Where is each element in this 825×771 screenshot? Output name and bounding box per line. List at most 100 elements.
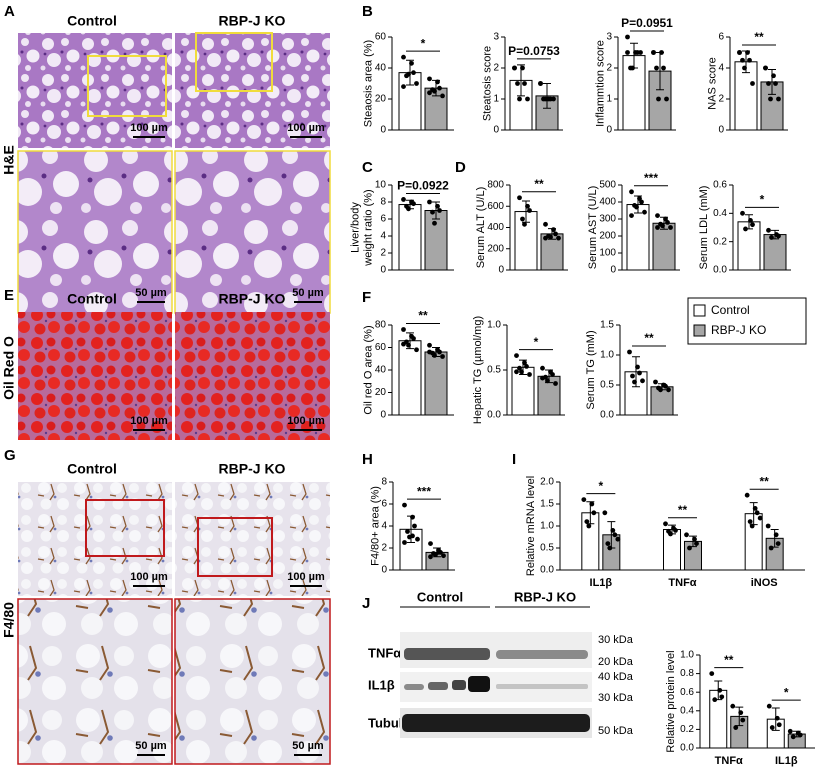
data-point — [630, 373, 635, 379]
y-tick-label: 60 — [375, 32, 387, 43]
data-point — [665, 220, 670, 225]
image-label: Control — [67, 291, 117, 307]
data-point — [406, 342, 411, 348]
significance-label: P=0.0922 — [397, 179, 449, 193]
data-point — [436, 550, 441, 555]
panel-letter: E — [4, 287, 14, 304]
significance-label: * — [784, 685, 789, 699]
y-tick-label: 0.2 — [680, 724, 694, 735]
y-tick-label: 800 — [487, 180, 504, 191]
y-axis-label: NAS score — [706, 57, 718, 110]
data-point — [748, 218, 753, 223]
y-axis-label: Serum ALT (U/L) — [475, 187, 487, 269]
x-tick-label: TNFα — [668, 577, 696, 589]
data-point — [402, 502, 407, 508]
marker-label: 50 kDa — [598, 725, 634, 737]
data-point — [684, 532, 689, 538]
data-point — [615, 536, 621, 542]
y-tick-label: 60 — [375, 342, 387, 353]
data-point — [740, 717, 746, 723]
y-tick-label: 1.0 — [487, 320, 501, 331]
data-point — [427, 76, 432, 82]
data-point — [527, 208, 532, 213]
panel-letter: G — [4, 447, 16, 464]
data-point — [743, 226, 748, 232]
data-point — [550, 372, 555, 377]
scale-label: 100 µm — [130, 122, 168, 134]
data-point — [640, 378, 645, 384]
significance-label: * — [760, 193, 765, 207]
data-point — [610, 528, 616, 533]
data-point — [428, 541, 433, 546]
data-point — [709, 671, 715, 676]
y-tick-label: 80 — [375, 320, 387, 331]
data-point — [551, 96, 556, 102]
error-bar — [768, 69, 776, 95]
significance-label: * — [421, 36, 426, 50]
data-point — [692, 536, 697, 542]
y-tick-label: 600 — [487, 201, 504, 212]
data-point — [409, 60, 414, 66]
data-point — [432, 220, 437, 226]
data-point — [553, 231, 558, 237]
data-point — [653, 379, 658, 385]
data-point — [774, 715, 780, 721]
data-point — [545, 378, 550, 384]
data-point — [638, 50, 643, 55]
stain-label: F4/80 — [1, 602, 17, 638]
data-point — [775, 541, 781, 546]
y-tick-label: 20 — [375, 94, 387, 105]
y-axis-label: weight ratio (%) — [363, 189, 375, 266]
significance-label: ** — [534, 177, 544, 191]
bar — [424, 351, 448, 416]
data-point — [769, 725, 775, 730]
marker-label: 20 kDa — [598, 656, 634, 668]
y-tick-label: 2 — [718, 94, 724, 105]
y-tick-label: 0.4 — [680, 705, 694, 716]
data-point — [591, 510, 597, 516]
zoom-box — [197, 517, 273, 577]
significance-label: ** — [759, 474, 769, 488]
marker-label: 40 kDa — [598, 671, 634, 683]
data-point — [401, 341, 406, 347]
y-tick-label: 6 — [380, 214, 386, 225]
data-point — [440, 93, 445, 99]
bar — [398, 340, 422, 416]
y-tick-label: 0.0 — [487, 410, 501, 421]
y-tick-label: 200 — [599, 231, 616, 242]
data-point — [522, 360, 527, 366]
y-axis-label: Inflammtion score — [594, 40, 606, 127]
micrograph — [17, 150, 173, 314]
data-point — [522, 81, 527, 86]
scale-label: 50 µm — [292, 287, 324, 299]
y-tick-label: 200 — [487, 243, 504, 254]
data-point — [415, 536, 420, 542]
y-tick-label: 2 — [381, 543, 387, 554]
significance-label: *** — [644, 171, 658, 185]
data-point — [773, 81, 778, 86]
scale-label: 100 µm — [130, 415, 168, 427]
data-point — [401, 197, 406, 202]
data-point — [733, 725, 739, 730]
y-axis-label: Hepatic TG (µmol/mg) — [472, 316, 484, 424]
data-point — [771, 73, 776, 79]
y-tick-label: 0.5 — [487, 365, 501, 376]
x-tick-label: IL1β — [590, 577, 613, 589]
data-point — [765, 523, 771, 529]
bar — [652, 222, 676, 271]
data-point — [666, 387, 671, 393]
data-point — [766, 227, 771, 233]
data-point — [602, 510, 608, 516]
data-point — [427, 199, 432, 205]
data-point — [744, 492, 750, 498]
data-point — [625, 50, 630, 55]
bar — [398, 204, 422, 271]
scale-label: 100 µm — [130, 571, 168, 583]
y-tick-label: 40 — [375, 63, 387, 74]
scale-label: 50 µm — [292, 740, 324, 752]
data-point — [586, 523, 592, 529]
y-tick-label: 0.4 — [713, 208, 727, 219]
data-point — [627, 349, 632, 355]
scale-label: 50 µm — [135, 287, 167, 299]
